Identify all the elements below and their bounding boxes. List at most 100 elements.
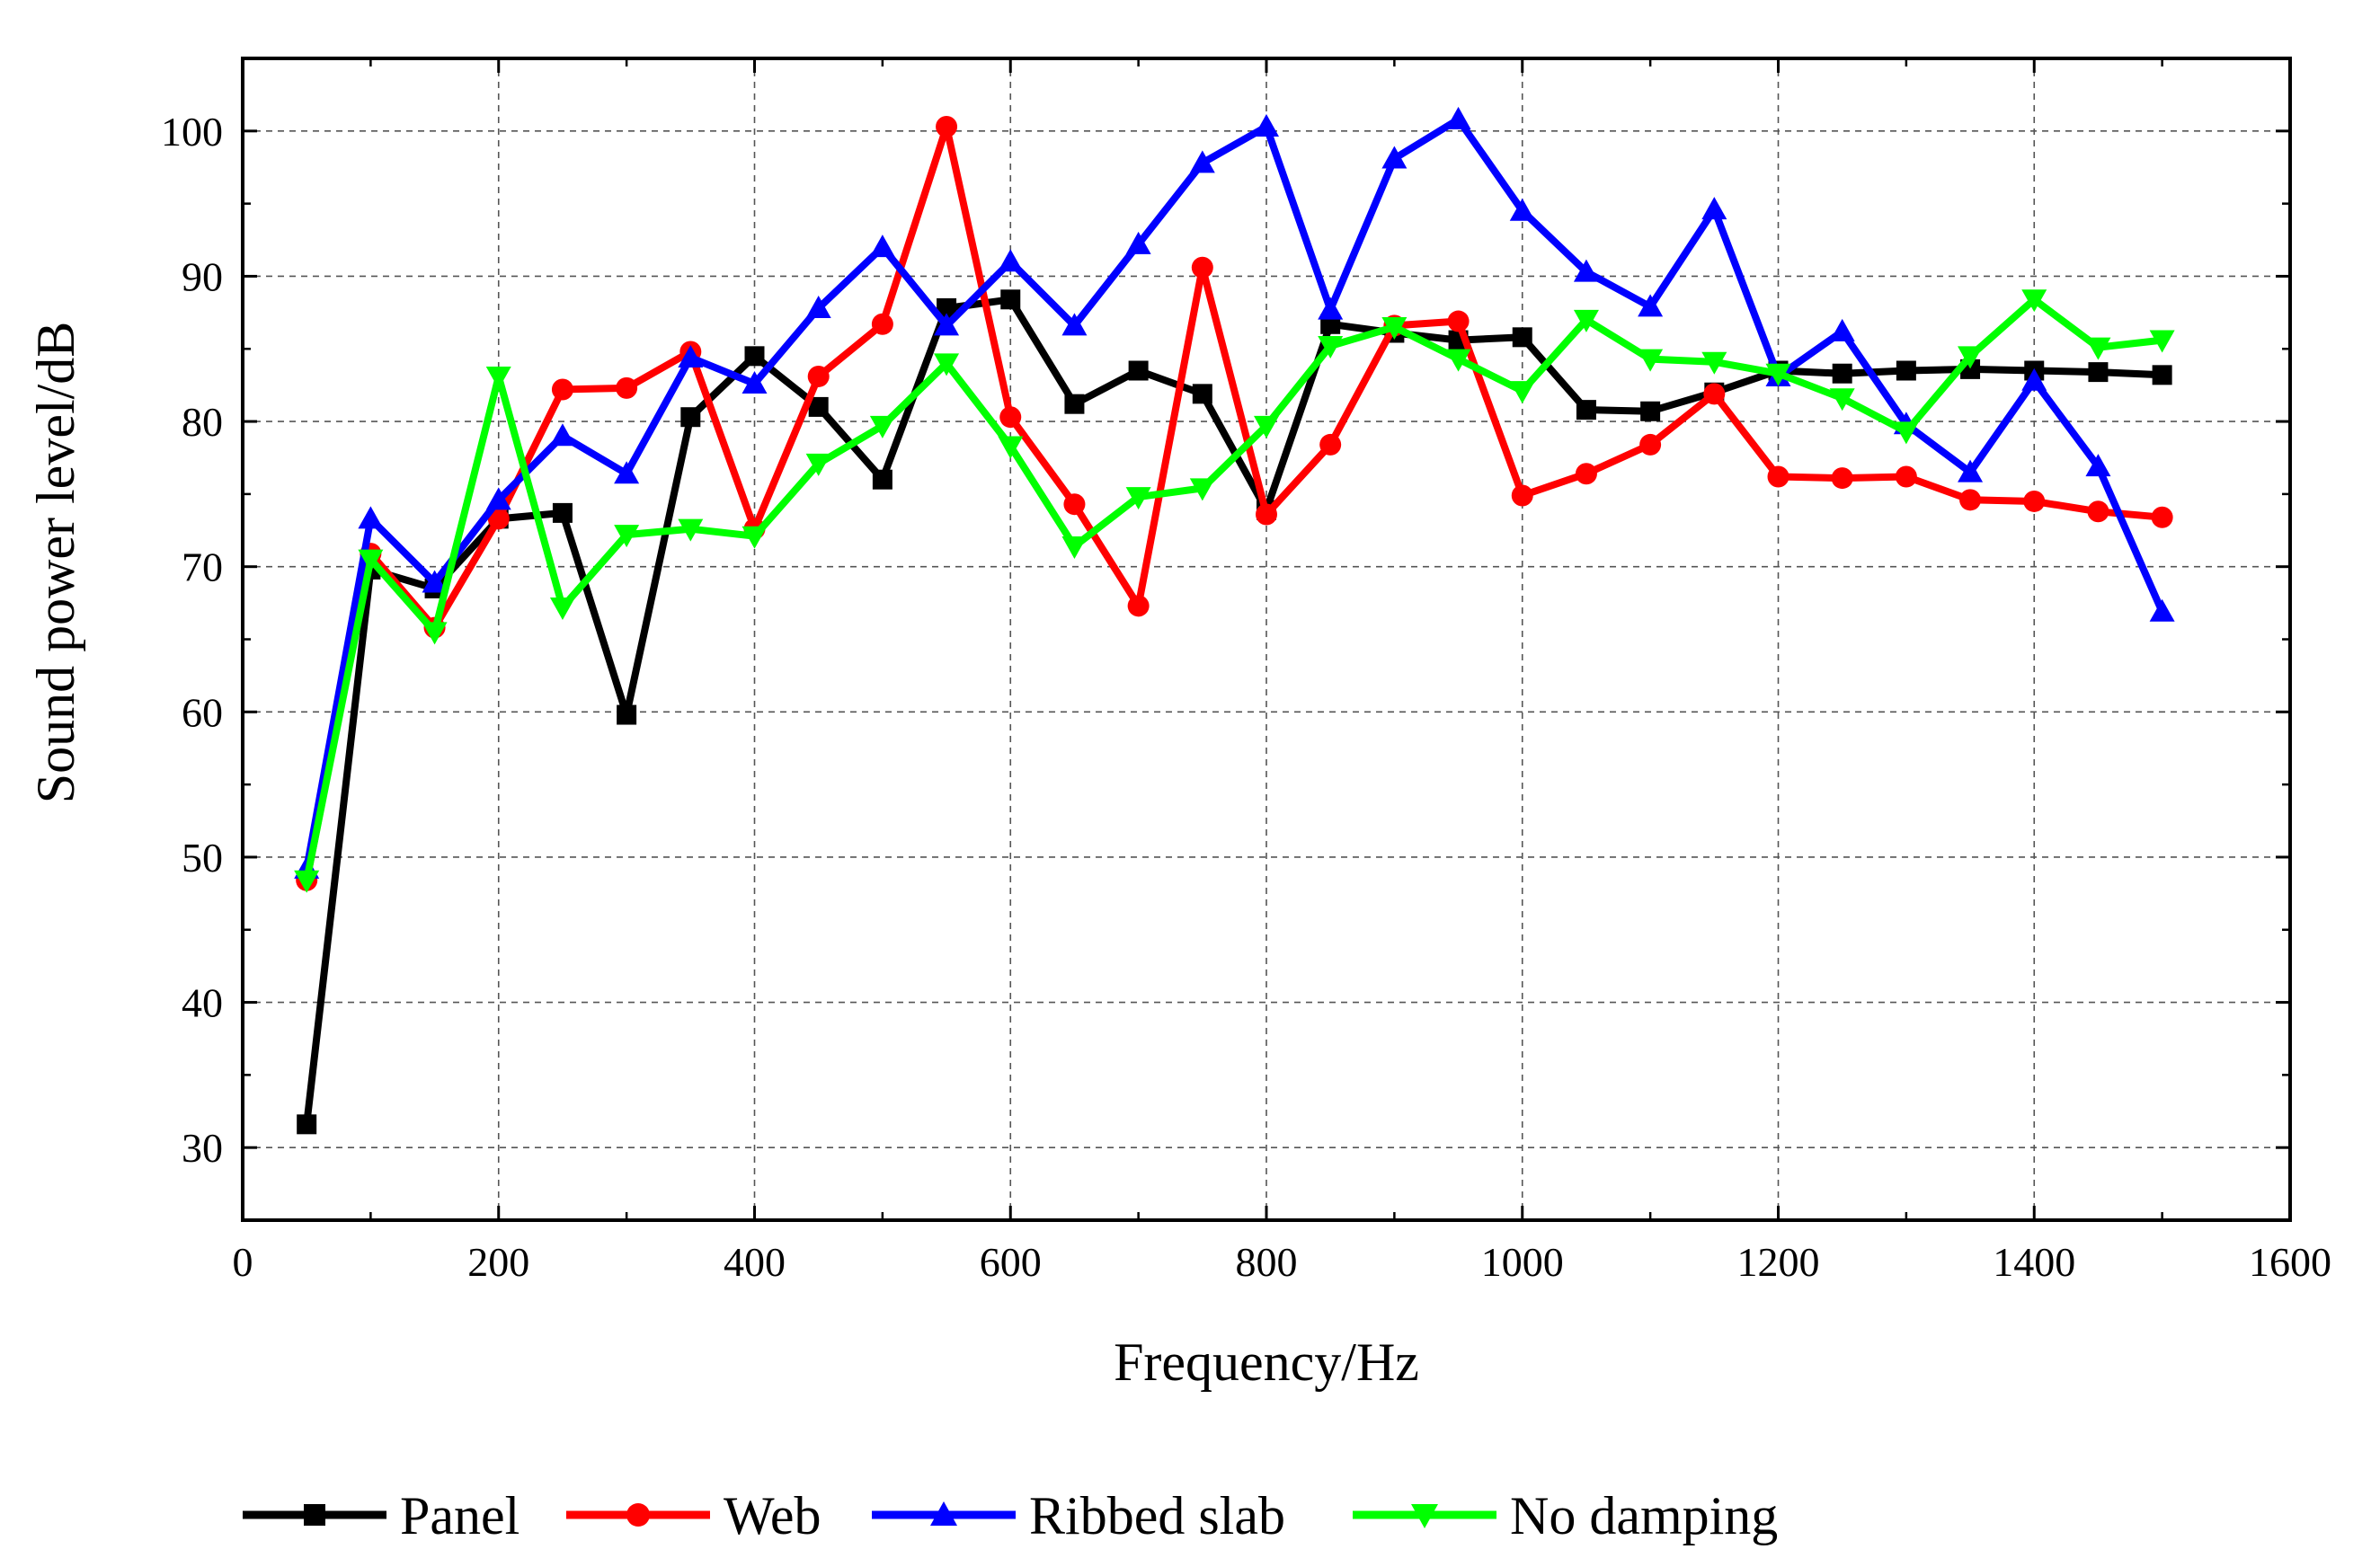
data-point-no-damping (1318, 336, 1344, 359)
x-tick-label: 400 (724, 1239, 786, 1285)
data-point-no-damping (1125, 487, 1151, 510)
data-point-ribbed-slab (2021, 367, 2047, 391)
x-tick-label: 1600 (2249, 1239, 2331, 1285)
data-point-panel (937, 297, 957, 318)
data-point-no-damping (1509, 381, 1535, 404)
y-tick-label: 50 (182, 835, 223, 881)
y-tick-label: 70 (182, 544, 223, 590)
x-tick-label: 0 (233, 1239, 253, 1285)
data-point-web (1319, 433, 1342, 456)
legend-item-no-damping: No damping (1353, 1486, 1778, 1545)
series-web (296, 115, 2173, 891)
data-point-ribbed-slab (869, 235, 895, 258)
data-point-web (1511, 484, 1533, 507)
data-point-web (871, 313, 893, 335)
data-point-web (1639, 433, 1662, 456)
data-point-no-damping (358, 549, 384, 572)
data-point-ribbed-slab (1189, 150, 1215, 173)
data-point-ribbed-slab (998, 249, 1024, 272)
x-tick-label: 1400 (1993, 1239, 2075, 1285)
data-point-ribbed-slab (1445, 106, 1471, 129)
data-point-ribbed-slab (1254, 113, 1279, 137)
data-point-ribbed-slab (1958, 459, 1984, 482)
y-tick-label: 40 (182, 980, 223, 1026)
data-point-web (1895, 465, 1917, 488)
data-point-ribbed-slab (1701, 197, 1727, 220)
x-tick-label: 200 (467, 1239, 529, 1285)
data-point-ribbed-slab (678, 344, 704, 367)
data-point-no-damping (614, 525, 640, 548)
legend-label-web: Web (724, 1486, 821, 1545)
data-point-panel (2152, 365, 2172, 385)
x-axis-title: Frequency/Hz (1114, 1332, 1419, 1392)
legend-label-ribbed-slab: Ribbed slab (1029, 1486, 1285, 1545)
data-point-ribbed-slab (1061, 313, 1088, 336)
data-point-panel (1512, 327, 1532, 348)
data-point-ribbed-slab (934, 313, 960, 336)
data-point-no-damping (1829, 388, 1855, 412)
data-point-panel (617, 704, 637, 725)
data-point-no-damping (485, 366, 511, 389)
data-point-web (1191, 256, 1213, 279)
data-point-panel (1000, 289, 1021, 310)
data-point-no-damping (294, 870, 320, 893)
data-point-panel (297, 1114, 317, 1135)
x-tick-label: 800 (1236, 1239, 1298, 1285)
data-point-no-damping (2149, 330, 2175, 353)
data-point-no-damping (1765, 363, 1791, 386)
data-point-ribbed-slab (1829, 318, 1855, 341)
data-point-ribbed-slab (358, 506, 384, 529)
data-point-ribbed-slab (2085, 454, 2111, 477)
data-point-no-damping (1381, 317, 1408, 341)
legend-label-no-damping: No damping (1510, 1486, 1778, 1545)
x-tick-label: 1200 (1737, 1239, 1820, 1285)
data-point-ribbed-slab (549, 423, 575, 447)
y-axis-title: Sound power level/dB (26, 322, 85, 804)
data-point-panel (2088, 362, 2109, 383)
data-point-no-damping (422, 622, 448, 645)
x-tick-label: 1000 (1481, 1239, 1564, 1285)
data-point-panel (1128, 360, 1149, 381)
data-point-no-damping (869, 415, 895, 438)
data-point-ribbed-slab (614, 461, 640, 484)
data-point-web (2023, 490, 2046, 512)
data-point-web (1127, 595, 1150, 617)
data-point-no-damping (1254, 415, 1279, 438)
data-point-no-damping (2085, 337, 2111, 360)
data-point-web (936, 115, 958, 137)
data-point-web (1767, 465, 1789, 488)
data-point-panel (1192, 384, 1212, 404)
data-point-ribbed-slab (1125, 231, 1151, 254)
data-point-panel (808, 396, 829, 417)
data-point-no-damping (549, 597, 575, 620)
legend-label-panel: Panel (400, 1486, 520, 1545)
y-tick-label: 30 (182, 1125, 223, 1171)
data-point-web (999, 406, 1022, 429)
data-point-panel (1896, 360, 1916, 381)
data-point-no-damping (1061, 536, 1088, 560)
series-line-no-damping (303, 296, 2166, 884)
data-point-panel (1576, 400, 1596, 421)
data-point-no-damping (998, 436, 1024, 459)
y-tick-label: 80 (182, 399, 223, 445)
data-point-panel (1640, 401, 1661, 421)
data-point-ribbed-slab (805, 295, 831, 318)
data-point-panel (680, 407, 701, 428)
data-point-web (1703, 383, 1726, 405)
legend: Panel Web Ribbed slab No damping (243, 1486, 1778, 1545)
data-point-web (487, 508, 510, 530)
data-point-no-damping (1573, 309, 1599, 332)
data-point-web (616, 376, 638, 399)
data-point-ribbed-slab (1318, 297, 1344, 320)
legend-item-ribbed-slab: Ribbed slab (872, 1486, 1285, 1545)
x-tick-labels: 0 200 400 600 800 1000 1200 1400 1600 (233, 1239, 2332, 1285)
data-point-no-damping (1701, 351, 1727, 375)
data-point-ribbed-slab (1638, 294, 1664, 317)
legend-item-web: Web (566, 1486, 821, 1545)
y-tick-label: 90 (182, 253, 223, 299)
data-point-no-damping (2021, 289, 2047, 313)
y-tick-labels: 30 40 50 60 70 80 90 100 (161, 109, 223, 1171)
series-layer (294, 106, 2175, 1135)
